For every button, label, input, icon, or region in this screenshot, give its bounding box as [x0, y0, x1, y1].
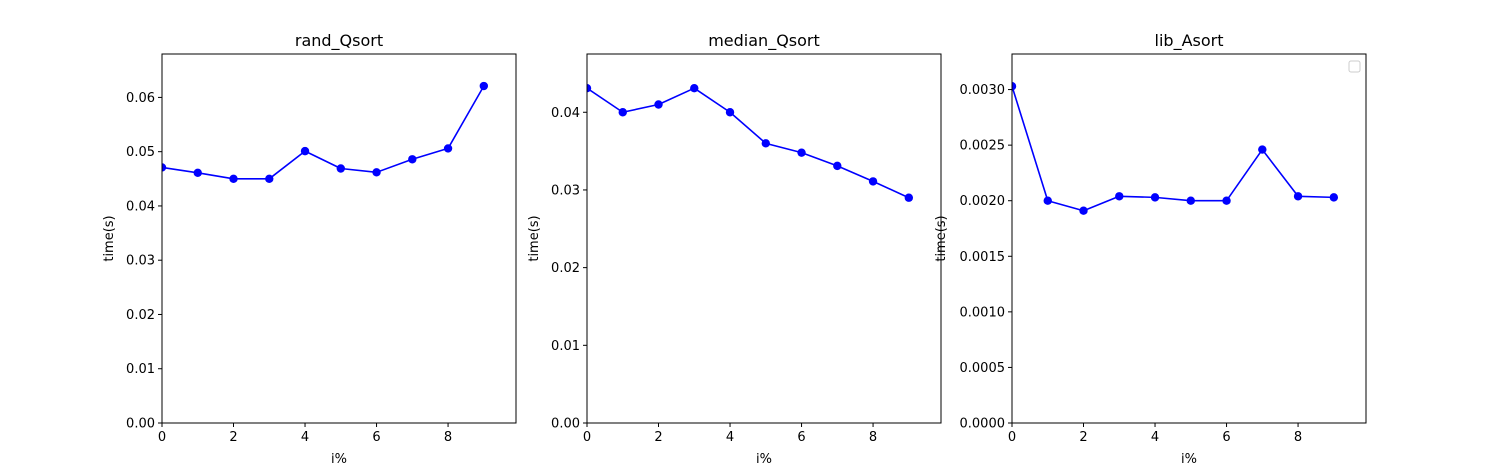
- series-line: [162, 85, 485, 180]
- x-tick-label: 4: [1151, 430, 1159, 445]
- y-tick-label: 0.02: [551, 261, 580, 276]
- y-tick-label: 0.05: [126, 145, 155, 160]
- data-point: [797, 148, 806, 157]
- y-tick-label: 0.01: [126, 362, 155, 377]
- data-point: [833, 161, 842, 171]
- y-tick-label: 0.00: [126, 417, 155, 432]
- y-tick-label: 0.0010: [960, 305, 1006, 320]
- x-tick-label: 6: [372, 430, 380, 445]
- y-tick-label: 0.0000: [960, 417, 1006, 432]
- y-tick-label: 0.02: [126, 308, 155, 323]
- data-point: [761, 139, 770, 148]
- x-tick-label: 2: [654, 430, 662, 445]
- data-point: [618, 108, 627, 117]
- chart-title: lib_Asort: [1155, 31, 1224, 51]
- axes-frame: [161, 53, 517, 424]
- x-axis-label: i%: [331, 452, 347, 467]
- y-tick-label: 0.00: [551, 417, 580, 432]
- y-tick-label: 0.03: [126, 254, 155, 269]
- data-point: [725, 108, 735, 117]
- data-point: [1043, 196, 1052, 205]
- x-tick-label: 0: [583, 430, 591, 445]
- y-tick-label: 0.03: [551, 183, 580, 198]
- data-point: [300, 146, 310, 156]
- chart-title: rand_Qsort: [295, 31, 383, 51]
- data-point: [1293, 192, 1303, 201]
- data-point: [1150, 193, 1160, 202]
- data-point: [904, 193, 914, 202]
- x-tick-label: 0: [158, 430, 166, 445]
- x-tick-label: 2: [1079, 430, 1087, 445]
- y-tick-label: 0.0015: [960, 250, 1006, 265]
- data-point: [479, 81, 489, 91]
- data-point: [443, 144, 453, 153]
- y-axis-label: time(s): [934, 215, 949, 261]
- data-point: [229, 174, 238, 184]
- chart-panel-1: 0 2 4 6 8 0.00 0.01 0.02 0.03 0.04 0.05 0.06 rand_Qs…: [102, 31, 517, 467]
- series-line: [587, 87, 910, 199]
- y-axis-label: time(s): [527, 215, 542, 261]
- data-point: [1115, 192, 1124, 201]
- x-tick-label: 6: [1222, 430, 1230, 445]
- data-point: [372, 168, 381, 177]
- data-point: [336, 164, 345, 173]
- chart-title: median_Qsort: [708, 31, 820, 51]
- data-point: [587, 83, 592, 93]
- axes-frame: [1011, 53, 1367, 424]
- data-point: [1186, 196, 1195, 205]
- data-point: [1222, 196, 1231, 205]
- y-tick-label: 0.06: [126, 91, 155, 106]
- data-point: [868, 177, 878, 186]
- y-tick-label: 0.04: [126, 199, 155, 214]
- y-tick-label: 0.01: [551, 339, 580, 354]
- data-point: [1079, 206, 1088, 215]
- chart-panel-3: 0 2 4 6 8 0.0000 0.0005 0.0010 0.0015 0.0020 0.002…: [934, 31, 1367, 467]
- y-tick-label: 0.0025: [960, 139, 1006, 154]
- x-tick-label: 8: [444, 430, 452, 445]
- data-point: [408, 155, 417, 164]
- data-point: [690, 83, 699, 93]
- data-point: [1012, 82, 1017, 91]
- y-axis-label: time(s): [102, 215, 117, 261]
- x-tick-label: 8: [1294, 430, 1302, 445]
- data-point: [654, 100, 663, 109]
- x-axis-label: i%: [756, 452, 772, 467]
- axes-frame: [586, 53, 942, 424]
- data-point: [265, 174, 274, 184]
- y-tick-label: 0.0005: [960, 361, 1006, 376]
- data-point: [193, 168, 202, 178]
- series-line: [1012, 85, 1334, 212]
- x-tick-label: 2: [229, 430, 237, 445]
- x-tick-label: 0: [1008, 430, 1016, 445]
- x-tick-label: 4: [301, 430, 309, 445]
- x-tick-label: 4: [726, 430, 734, 445]
- y-tick-label: 0.0020: [960, 194, 1006, 209]
- legend-box: [1348, 60, 1361, 73]
- data-point: [1329, 193, 1339, 202]
- y-tick-label: 0.04: [551, 106, 580, 121]
- x-tick-label: 6: [797, 430, 805, 445]
- data-point: [162, 163, 167, 172]
- x-tick-label: 8: [869, 430, 877, 445]
- data-point: [1258, 145, 1267, 154]
- x-axis-label: i%: [1181, 452, 1197, 467]
- chart-panel-2: 0 2 4 6 8 0.00 0.01 0.02 0.03 0.04 median_Qsort i% t…: [527, 31, 942, 467]
- y-tick-label: 0.0030: [960, 83, 1006, 98]
